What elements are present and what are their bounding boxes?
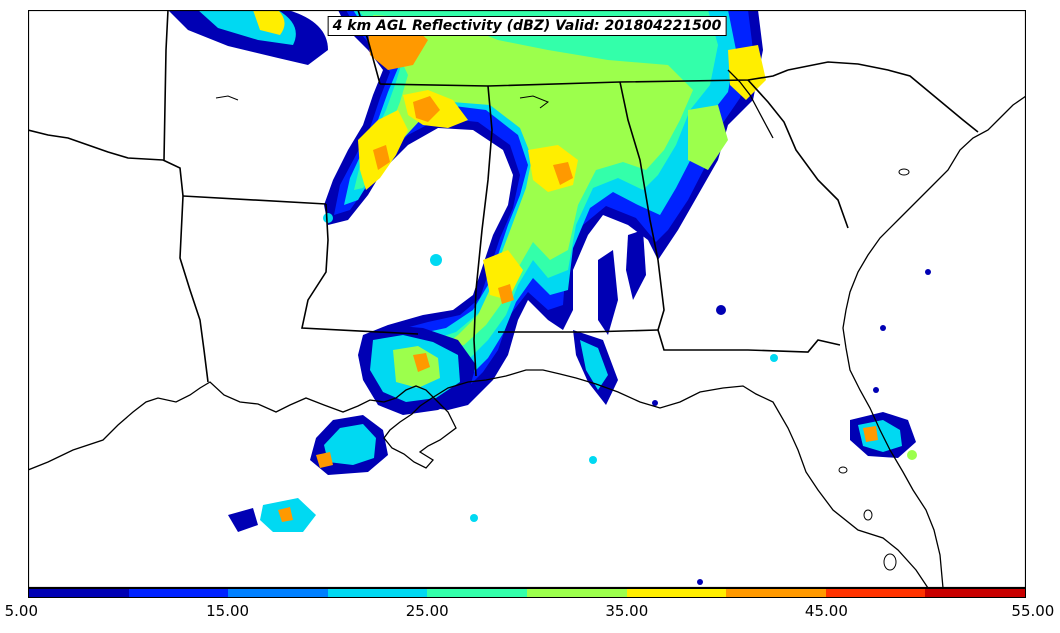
border-ga-fl [657,329,841,353]
gulf-coastline [28,369,929,588]
reflectivity-map: 4 km AGL Reflectivity (dBZ) Valid: 20180… [28,10,1026,588]
radar-cell [413,96,440,122]
border-ar-north [163,10,169,161]
colorbar-tick-label: 25.00 [405,602,449,620]
colorbar-segment [925,589,1025,597]
border-tn-south [379,69,789,87]
radar-cell [770,354,778,362]
radar-cell [697,579,703,585]
radar-cell [688,105,728,170]
colorbar-tick-label: 45.00 [804,602,848,620]
state-borders [28,10,979,383]
map-frame [28,10,1026,588]
radar-cell [925,269,931,275]
colorbar-segment [228,589,328,597]
radar-cell [626,230,646,300]
radar-cell [370,15,693,350]
radar-cell [598,250,618,335]
lake-mark [863,509,873,521]
radar-cell [498,284,514,304]
radar-cell [483,250,523,300]
radar-cells [168,10,931,585]
radar-cell [430,254,442,266]
radar-cell [413,353,430,372]
border-la-west [179,195,209,383]
colorbar-segment [327,589,428,597]
radar-cell [589,456,597,464]
lake-okeechobee [883,553,897,571]
lake-mark [838,466,848,474]
radar-cell [278,507,293,522]
colorbar-tick-label: 5.00 [4,602,39,620]
border-sc-nc [787,61,979,133]
border-ok-ar [162,159,184,197]
lake-mark [898,168,910,176]
water-features [215,95,910,571]
map-title: 4 km AGL Reflectivity (dBZ) Valid: 20180… [327,16,727,36]
radar-cell [393,346,440,388]
colorbar-tick-label: 55.00 [1011,602,1055,620]
border-al-ga [619,81,665,331]
colorbar-tick-label: 35.00 [605,602,649,620]
colorbar-segment [427,589,527,597]
colorbar-segment [626,589,727,597]
radar-cell [324,424,376,465]
radar-cell [728,45,766,100]
lake-mark [519,95,550,109]
lake-mark [215,95,239,101]
radar-cell [907,450,917,460]
map-canvas [28,10,1026,588]
radar-cell [873,387,879,393]
radar-cell [716,305,726,315]
radar-cell [323,213,333,223]
radar-cell [253,10,285,35]
radar-cell [880,325,886,331]
border-tx-ok [28,129,164,161]
radar-cell [373,145,390,170]
colorbar-segment [128,589,229,597]
border-ms-la [301,203,419,335]
colorbar-segment [526,589,627,597]
border-ga-sc [747,79,849,229]
border-ar-la [182,195,327,205]
atlantic-coastline [842,95,1026,588]
radar-cell [652,400,658,406]
radar-cell [316,452,333,468]
radar-cell [580,340,608,390]
colorbar-segment [825,589,926,597]
radar-cell [228,508,258,532]
radar-cell [553,162,573,185]
border-al-fl [498,329,659,333]
colorbar-segment [726,589,826,597]
border-ms-al [473,85,493,377]
radar-cell [863,426,878,442]
colorbar-segment [29,589,129,597]
radar-cell [470,514,478,522]
colorbar [28,588,1026,598]
colorbar-tick-label: 15.00 [206,602,250,620]
